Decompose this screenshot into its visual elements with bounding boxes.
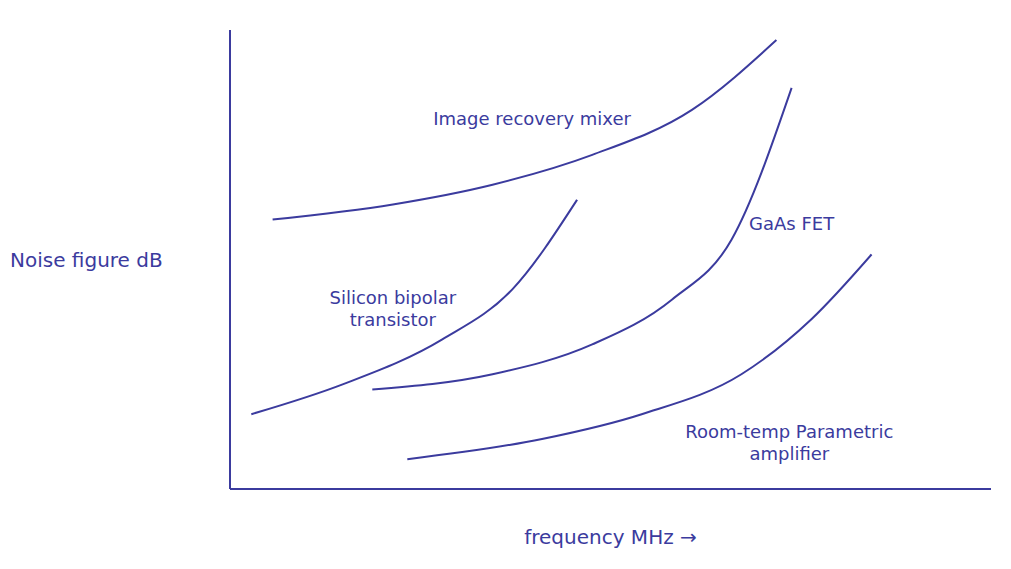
svg-text:Noise figure dB: Noise figure dB [10,248,163,272]
svg-text:Room-temp Parametricamplifier: Room-temp Parametricamplifier [685,421,893,464]
svg-text:Silicon bipolartransistor: Silicon bipolartransistor [329,287,456,330]
svg-text:Image recovery mixer: Image recovery mixer [433,108,631,129]
svg-text:GaAs FET: GaAs FET [749,213,835,234]
svg-text:frequency MHz →: frequency MHz → [524,525,697,549]
